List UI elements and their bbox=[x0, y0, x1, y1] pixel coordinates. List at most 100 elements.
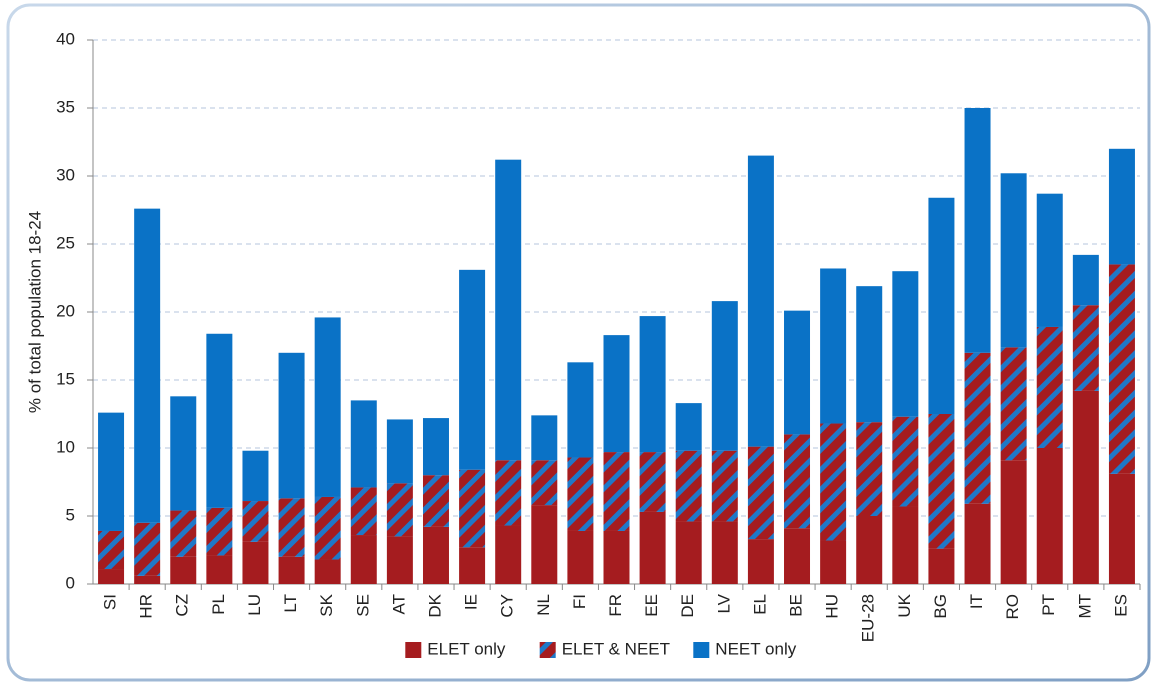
x-tick-label: RO bbox=[1003, 594, 1022, 620]
bar-segment bbox=[1072, 254, 1099, 306]
bar-segment bbox=[1036, 193, 1063, 327]
bar-segment bbox=[495, 460, 522, 526]
bar-segment bbox=[567, 362, 594, 458]
bar-segment bbox=[98, 569, 125, 584]
x-tick-label: CY bbox=[498, 594, 517, 618]
bar-segment bbox=[784, 434, 811, 529]
bar-segment bbox=[856, 422, 883, 516]
legend-label: NEET only bbox=[715, 639, 796, 658]
bar-segment bbox=[531, 505, 558, 584]
bar-segment bbox=[1072, 390, 1099, 584]
y-tick-label: 10 bbox=[56, 437, 75, 456]
x-tick-label: EU-28 bbox=[859, 594, 878, 642]
bar-segment bbox=[350, 535, 377, 584]
bar-segment bbox=[603, 452, 630, 531]
y-tick-label: 40 bbox=[56, 29, 75, 48]
bar-segment bbox=[98, 412, 125, 531]
bar-segment bbox=[711, 521, 738, 584]
x-tick-label: HR bbox=[137, 594, 156, 619]
bar-segment bbox=[1036, 326, 1063, 448]
bar-segment bbox=[459, 547, 486, 584]
bar-segment bbox=[134, 575, 161, 584]
y-tick-label: 15 bbox=[56, 369, 75, 388]
bar-segment bbox=[350, 487, 377, 536]
bar-segment bbox=[675, 403, 702, 451]
bar-segment bbox=[242, 450, 269, 502]
bar-segment bbox=[747, 155, 774, 447]
x-tick-label: LU bbox=[245, 594, 264, 616]
bar-segment bbox=[820, 423, 847, 541]
bar-segment bbox=[639, 452, 666, 512]
bar-segment bbox=[928, 414, 955, 549]
bar-segment bbox=[711, 301, 738, 451]
x-tick-label: NL bbox=[534, 594, 553, 616]
y-tick-label: 5 bbox=[66, 505, 75, 524]
x-tick-label: FI bbox=[570, 594, 589, 609]
bar-segment bbox=[278, 352, 305, 499]
x-tick-label: MT bbox=[1075, 594, 1094, 619]
bar-segment bbox=[1000, 347, 1027, 461]
bar-segment bbox=[639, 511, 666, 584]
bar-segment bbox=[350, 400, 377, 488]
bar-segment bbox=[495, 525, 522, 584]
x-tick-label: LV bbox=[714, 593, 733, 613]
bar-segment bbox=[386, 536, 413, 584]
bar-segment bbox=[964, 108, 991, 353]
bar-segment bbox=[675, 450, 702, 522]
bar-segment bbox=[820, 540, 847, 584]
legend-swatch bbox=[693, 642, 710, 658]
bar-segment bbox=[784, 528, 811, 584]
bar-segment bbox=[134, 208, 161, 523]
bar-segment bbox=[98, 530, 125, 570]
x-tick-label: SE bbox=[353, 594, 372, 617]
bar-segment bbox=[856, 286, 883, 423]
bar-segment bbox=[603, 335, 630, 453]
bar-segment bbox=[242, 501, 269, 542]
bar-segment bbox=[747, 539, 774, 584]
bar-segment bbox=[892, 271, 919, 417]
bar-segment bbox=[170, 396, 197, 511]
y-tick-label: 0 bbox=[66, 573, 75, 592]
x-tick-label: BG bbox=[931, 594, 950, 619]
bar-segment bbox=[964, 503, 991, 584]
bar-segment bbox=[314, 559, 341, 584]
bar-segment bbox=[567, 457, 594, 531]
x-tick-label: BE bbox=[787, 594, 806, 617]
bar-segment bbox=[711, 450, 738, 522]
x-tick-label: PL bbox=[209, 594, 228, 615]
bar-segment bbox=[928, 197, 955, 414]
bar-segment bbox=[422, 475, 449, 527]
bar-segment bbox=[206, 555, 233, 584]
bar-segment bbox=[170, 556, 197, 584]
bar-segment bbox=[134, 522, 161, 576]
y-tick-label: 25 bbox=[56, 233, 75, 252]
bar-segment bbox=[314, 317, 341, 497]
x-tick-label: SK bbox=[317, 593, 336, 616]
x-tick-label: CZ bbox=[173, 594, 192, 617]
x-tick-label: LT bbox=[281, 594, 300, 613]
x-tick-label: DK bbox=[425, 593, 444, 617]
bar-segment bbox=[242, 541, 269, 584]
bar-segment bbox=[567, 530, 594, 584]
y-tick-label: 20 bbox=[56, 301, 75, 320]
x-tick-label: AT bbox=[389, 594, 408, 614]
bar-segment bbox=[603, 530, 630, 584]
bar-segment bbox=[639, 316, 666, 453]
bar-segment bbox=[964, 352, 991, 504]
bar-segment bbox=[1000, 173, 1027, 348]
bar-segment bbox=[784, 310, 811, 435]
bar-segment bbox=[422, 526, 449, 584]
bar-segment bbox=[531, 460, 558, 506]
bar-segment bbox=[747, 446, 774, 540]
x-tick-label: ES bbox=[1111, 594, 1130, 617]
y-axis-title: % of total population 18-24 bbox=[25, 211, 44, 413]
bar-segment bbox=[892, 506, 919, 584]
bar-segment bbox=[495, 159, 522, 461]
bar-segment bbox=[675, 521, 702, 584]
x-tick-label: PT bbox=[1039, 594, 1058, 616]
bar-segment bbox=[892, 416, 919, 507]
x-tick-label: EE bbox=[642, 594, 661, 617]
legend-swatch bbox=[539, 642, 556, 658]
x-tick-label: EL bbox=[750, 594, 769, 615]
